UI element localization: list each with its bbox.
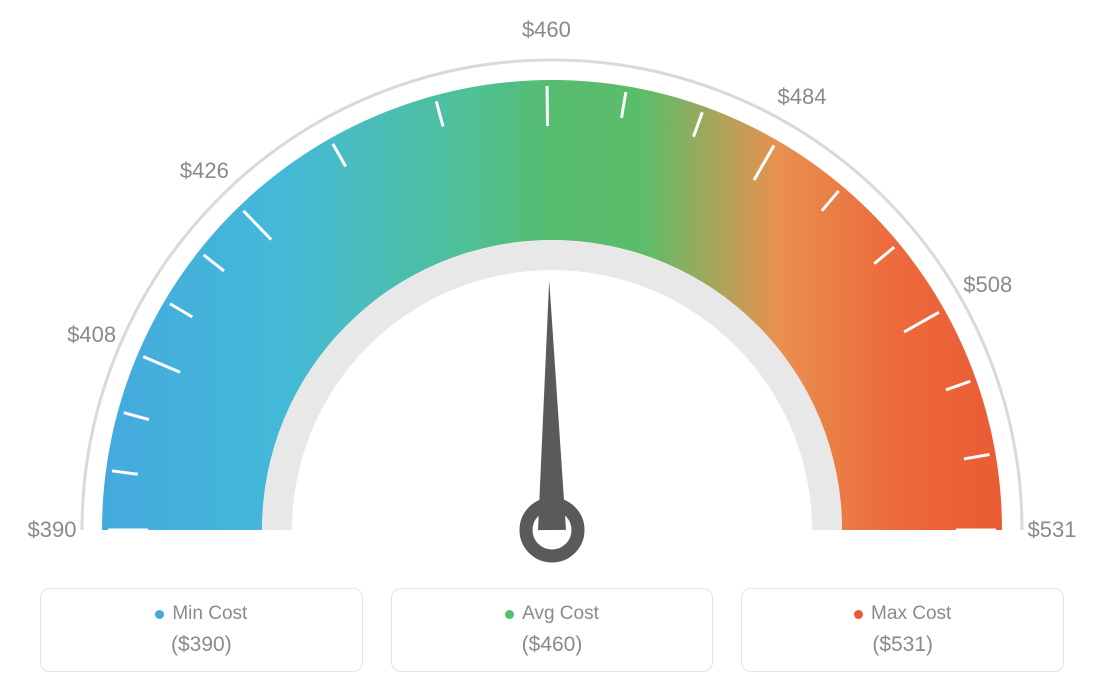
max-cost-card: Max Cost ($531) <box>741 588 1064 672</box>
summary-cards: Min Cost ($390) Avg Cost ($460) Max Cost… <box>40 588 1064 672</box>
min-cost-title: Min Cost <box>155 603 247 625</box>
avg-dot-icon <box>505 610 514 619</box>
min-cost-value: ($390) <box>41 633 362 657</box>
gauge-chart: $390 $408 $426 $460 $484 $508 $531 <box>0 0 1104 580</box>
gauge-tick-label: $426 <box>180 158 229 184</box>
avg-cost-label: Avg Cost <box>522 603 599 625</box>
gauge-svg <box>0 0 1104 580</box>
max-cost-title: Max Cost <box>854 603 951 625</box>
max-dot-icon <box>854 610 863 619</box>
gauge-tick-label: $531 <box>1028 517 1077 543</box>
avg-cost-card: Avg Cost ($460) <box>391 588 714 672</box>
gauge-tick-label: $408 <box>67 322 116 348</box>
avg-cost-title: Avg Cost <box>505 603 599 625</box>
gauge-tick-label: $460 <box>522 17 571 43</box>
min-cost-label: Min Cost <box>172 603 247 625</box>
gauge-tick-label: $508 <box>963 272 1012 298</box>
avg-cost-value: ($460) <box>392 633 713 657</box>
gauge-tick-label: $484 <box>778 84 827 110</box>
gauge-tick-label: $390 <box>28 517 77 543</box>
max-cost-value: ($531) <box>742 633 1063 657</box>
min-cost-card: Min Cost ($390) <box>40 588 363 672</box>
max-cost-label: Max Cost <box>871 603 951 625</box>
min-dot-icon <box>155 610 164 619</box>
